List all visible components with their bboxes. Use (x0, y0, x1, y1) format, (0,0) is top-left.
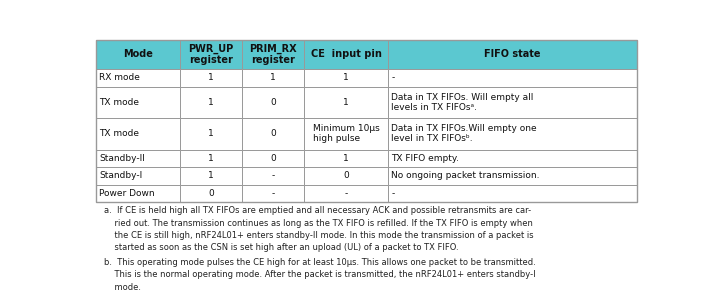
Text: RX mode: RX mode (99, 73, 140, 82)
Bar (96, 87, 180, 118)
Text: 0: 0 (208, 189, 214, 198)
Text: -: - (391, 73, 395, 82)
Text: Data in TX FIFOs. Will empty all
levels in TX FIFOsᵃ.: Data in TX FIFOs. Will empty all levels … (391, 93, 534, 112)
Text: 0: 0 (270, 98, 276, 107)
Bar (180, 185, 242, 202)
Bar (388, 87, 637, 118)
Text: 1: 1 (208, 171, 214, 180)
Text: 1: 1 (270, 73, 276, 82)
Bar (242, 40, 305, 69)
Text: Minimum 10μs
high pulse: Minimum 10μs high pulse (312, 124, 380, 143)
Text: the CE is still high, nRF24L01+ enters standby-II mode. In this mode the transmi: the CE is still high, nRF24L01+ enters s… (104, 231, 534, 240)
Text: TX FIFO empty.: TX FIFO empty. (391, 154, 459, 163)
Bar (96, 149, 180, 167)
Text: -: - (272, 171, 275, 180)
Text: 1: 1 (343, 154, 349, 163)
Text: CE  input pin: CE input pin (311, 49, 382, 59)
Text: Data in TX FIFOs.Will empty one
level in TX FIFOsᵇ.: Data in TX FIFOs.Will empty one level in… (391, 124, 537, 143)
Bar (305, 149, 388, 167)
Text: -: - (272, 189, 275, 198)
Bar (242, 69, 305, 87)
Text: FIFO state: FIFO state (484, 49, 541, 59)
Text: 1: 1 (343, 98, 349, 107)
Text: 1: 1 (208, 154, 214, 163)
Bar (305, 69, 388, 87)
Text: TX mode: TX mode (99, 98, 139, 107)
Text: Standby-II: Standby-II (99, 154, 145, 163)
Text: started as soon as the CSN is set high after an upload (UL) of a packet to TX FI: started as soon as the CSN is set high a… (104, 243, 459, 252)
Text: 0: 0 (270, 129, 276, 138)
Text: PWR_UP
register: PWR_UP register (188, 44, 234, 65)
Bar (180, 167, 242, 185)
Text: 1: 1 (208, 98, 214, 107)
Text: TX mode: TX mode (99, 129, 139, 138)
Bar (180, 118, 242, 149)
Bar (388, 167, 637, 185)
Text: 1: 1 (208, 129, 214, 138)
Bar (96, 118, 180, 149)
Text: No ongoing packet transmission.: No ongoing packet transmission. (391, 171, 540, 180)
Text: PRIM_RX
register: PRIM_RX register (250, 44, 297, 65)
Bar (242, 118, 305, 149)
Text: b.  This operating mode pulses the CE high for at least 10μs. This allows one pa: b. This operating mode pulses the CE hig… (104, 258, 536, 267)
Text: 0: 0 (343, 171, 349, 180)
Bar (180, 69, 242, 87)
Text: 1: 1 (208, 73, 214, 82)
Bar (305, 118, 388, 149)
Bar (96, 40, 180, 69)
Text: -: - (345, 189, 347, 198)
Bar (96, 167, 180, 185)
Bar (388, 149, 637, 167)
Text: Mode: Mode (123, 49, 153, 59)
Bar (242, 149, 305, 167)
Text: ried out. The transmission continues as long as the TX FIFO is refilled. If the : ried out. The transmission continues as … (104, 218, 533, 228)
Bar (180, 87, 242, 118)
Bar (388, 69, 637, 87)
Bar (305, 87, 388, 118)
Bar (242, 185, 305, 202)
Text: This is the normal operating mode. After the packet is transmitted, the nRF24L01: This is the normal operating mode. After… (104, 270, 536, 279)
Bar (96, 40, 637, 202)
Text: -: - (391, 189, 395, 198)
Bar (305, 185, 388, 202)
Text: a.  If CE is held high all TX FIFOs are emptied and all necessary ACK and possib: a. If CE is held high all TX FIFOs are e… (104, 206, 531, 215)
Bar (305, 40, 388, 69)
Bar (180, 149, 242, 167)
Bar (242, 167, 305, 185)
Text: 0: 0 (270, 154, 276, 163)
Bar (388, 118, 637, 149)
Text: Standby-I: Standby-I (99, 171, 142, 180)
Bar (242, 87, 305, 118)
Bar (305, 167, 388, 185)
Bar (388, 185, 637, 202)
Bar (388, 40, 637, 69)
Bar (96, 69, 180, 87)
Text: mode.: mode. (104, 283, 142, 292)
Bar (180, 40, 242, 69)
Bar (96, 185, 180, 202)
Text: Power Down: Power Down (99, 189, 155, 198)
Text: 1: 1 (343, 73, 349, 82)
